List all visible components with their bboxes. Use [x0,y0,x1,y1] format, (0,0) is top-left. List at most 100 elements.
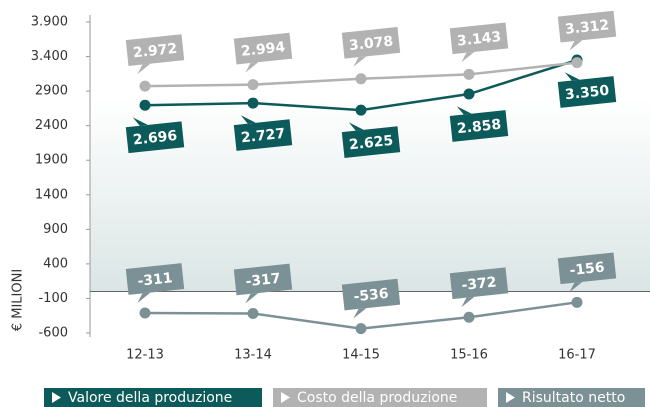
y-tick-label: -100 [38,291,68,306]
legend-box [273,388,487,407]
y-tick-label: 2900 [35,84,68,99]
label-pointer [461,51,475,63]
label-text: 3.078 [348,34,394,55]
data-label: -317 [233,263,293,304]
y-tick-label: 3.900 [31,15,68,30]
label-pointer [245,62,259,73]
label-pointer [564,72,580,81]
label-box [449,110,509,142]
legend-label: Costo della produzione [297,390,457,406]
label-pointer [132,117,148,126]
y-tick-label: 2400 [35,118,68,133]
label-text: -372 [461,274,498,294]
x-tick-label: 12-13 [126,348,164,363]
point [355,323,367,335]
point [247,79,259,91]
point [247,97,259,109]
point [571,296,583,308]
label-pointer [240,115,256,124]
x-tick-label: 14-15 [342,348,380,363]
label-box [125,34,185,66]
y-tick-label: -600 [38,326,68,341]
y-axis-label: € MILIONI [11,269,26,331]
label-box [557,76,617,108]
legend-icon [506,392,515,403]
label-box [233,119,293,151]
label-pointer [569,40,583,51]
y-tick-label: 3.400 [31,49,68,64]
label-box [449,22,509,55]
label-box [341,278,401,311]
data-label: 3.350 [557,72,617,108]
label-text: 2.972 [132,41,178,62]
label-pointer [569,281,583,293]
label-pointer [353,56,367,67]
point [139,99,151,111]
point [463,68,475,80]
legend-label: Risultato netto [522,390,625,406]
x-tick-label: 13-14 [234,348,272,363]
legend-box [498,388,645,407]
label-pointer [353,308,367,319]
label-text: -156 [569,260,606,280]
label-pointer [461,296,475,308]
label-text: 2.727 [240,126,286,147]
label-box [449,267,509,300]
data-label: 2.727 [233,115,293,151]
legend-icon [52,392,61,403]
data-label: 2.858 [449,106,509,142]
label-box [125,121,185,154]
label-text: -317 [245,271,282,291]
data-label: 2.696 [125,117,185,154]
label-box [557,252,617,285]
point [355,104,367,116]
data-label: 2.625 [341,122,401,158]
label-box [233,263,293,296]
label-text: 2.625 [348,133,394,154]
label-text: 3.350 [564,83,610,104]
x-tick-label: 15-16 [450,348,488,363]
label-box [125,263,185,295]
y-tick-label: 900 [43,222,68,237]
label-box [557,10,617,43]
label-pointer [456,106,472,115]
data-label: 2.994 [233,32,293,73]
label-text: 2.696 [132,128,178,149]
y-tick-label: 1900 [35,153,68,168]
point [139,307,151,319]
point [463,311,475,323]
label-box [341,126,401,158]
label-box [341,26,401,59]
label-pointer [137,292,151,303]
point [463,88,475,100]
label-text: -311 [137,270,174,290]
point [355,73,367,85]
data-label: 3.143 [449,22,509,63]
label-text: 2.994 [240,39,286,60]
legend-icon [281,392,290,403]
label-pointer [137,63,151,75]
y-tick-label: 400 [43,256,68,271]
label-pointer [348,122,364,131]
data-label: -372 [449,267,509,308]
legend-label: Valore della produzione [68,390,232,406]
legend-box [44,388,262,407]
label-pointer [245,292,259,304]
data-label: -536 [341,278,401,319]
y-tick-label: 1400 [35,187,68,202]
point [571,57,583,69]
x-tick-label: 16-17 [558,348,596,363]
data-label: 3.078 [341,26,401,67]
data-label: 3.312 [557,10,617,51]
label-text: 2.858 [456,117,502,138]
data-label: -311 [125,263,185,303]
data-label: -156 [557,252,617,293]
label-box [233,32,293,65]
data-label: 2.972 [125,34,185,75]
label-text: 3.143 [456,29,502,50]
label-text: 3.312 [564,17,610,38]
point [247,307,259,319]
label-text: -536 [353,286,390,306]
point [139,80,151,92]
